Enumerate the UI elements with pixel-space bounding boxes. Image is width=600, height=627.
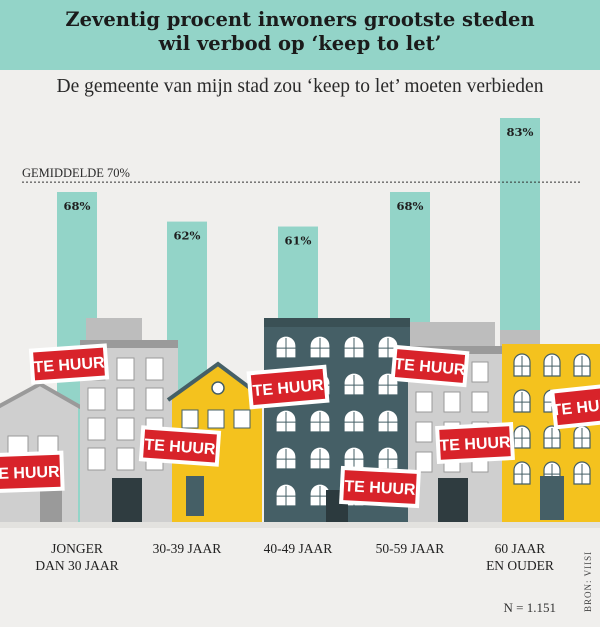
te-huur-sign-6: TE HUUR bbox=[339, 465, 421, 509]
te-huur-sign-1: TE HUUR bbox=[28, 343, 110, 385]
sign-panel bbox=[343, 470, 417, 504]
sample-size: N = 1.151 bbox=[503, 600, 556, 615]
window bbox=[87, 417, 106, 441]
bar-value-label-3: 61% bbox=[285, 234, 312, 248]
category-label-3: 40-49 JAAR bbox=[264, 541, 333, 556]
ground bbox=[0, 522, 600, 528]
category-label-5: EN OUDER bbox=[486, 558, 554, 573]
sign-panel bbox=[554, 386, 600, 426]
reference-label: GEMIDDELDE 70% bbox=[22, 166, 130, 180]
chart-subtitle: De gemeente van mijn stad zou ‘keep to l… bbox=[56, 76, 544, 97]
sign-text: TE HUUR bbox=[252, 377, 325, 400]
sign-panel bbox=[394, 349, 466, 383]
sign-text: TE HUUR bbox=[144, 437, 217, 459]
te-huur-sign-4: TE HUUR bbox=[390, 344, 470, 388]
category-label-4: 50-59 JAAR bbox=[376, 541, 445, 556]
window bbox=[116, 417, 135, 441]
window bbox=[87, 447, 106, 471]
window bbox=[471, 391, 489, 413]
window bbox=[7, 435, 29, 455]
window bbox=[471, 361, 489, 383]
window bbox=[145, 357, 164, 381]
te-huur-sign-3: TE HUUR bbox=[246, 364, 330, 410]
title-line-1: Zeventig procent inwoners grootste stede… bbox=[65, 8, 535, 31]
window bbox=[415, 421, 433, 443]
chart-title: Zeventig procent inwoners grootste stede… bbox=[0, 8, 600, 56]
window bbox=[443, 391, 461, 413]
door bbox=[186, 476, 204, 516]
te-huur-sign-2: TE HUUR bbox=[138, 425, 222, 467]
category-label-2: 30-39 JAAR bbox=[153, 541, 222, 556]
te-huur-sign-8: TE HUUR bbox=[550, 382, 600, 430]
window bbox=[87, 387, 106, 411]
category-label-1: DAN 30 JAAR bbox=[35, 558, 118, 573]
sign-text: TE HUUR bbox=[394, 356, 467, 379]
house-dark-cornice bbox=[264, 318, 410, 327]
sign-panel bbox=[439, 426, 511, 460]
window bbox=[116, 357, 135, 381]
te-huur-signs: TE HUUR TE HUUR TE HUUR TE HUUR TE HUUR TE HU… bbox=[0, 343, 600, 509]
sign-panel bbox=[250, 368, 326, 406]
source-credit: BRON: VIISI bbox=[583, 550, 593, 612]
window bbox=[145, 387, 164, 411]
door bbox=[540, 476, 564, 520]
sign-panel bbox=[0, 454, 61, 490]
house-gray-right-cornice bbox=[408, 346, 502, 354]
category-label-1: JONGER bbox=[51, 541, 103, 556]
bar-value-label-2: 62% bbox=[174, 229, 201, 243]
window bbox=[415, 391, 433, 413]
house-gray-tall-cornice bbox=[80, 340, 178, 348]
bar-value-label-5: 83% bbox=[507, 125, 534, 139]
te-huur-sign-7: TE HUUR bbox=[0, 450, 65, 494]
title-line-2: wil verbod op ‘keep to let’ bbox=[158, 32, 442, 55]
te-huur-sign-5: TE HUUR bbox=[435, 421, 515, 465]
category-label-5: 60 JAAR bbox=[495, 541, 546, 556]
window bbox=[207, 409, 225, 429]
window bbox=[415, 451, 433, 473]
sign-panel bbox=[143, 429, 217, 463]
door bbox=[112, 478, 142, 525]
sign-text: TE HUUR bbox=[439, 434, 511, 455]
sign-panel bbox=[33, 347, 105, 381]
title-banner bbox=[0, 0, 600, 70]
sign-text: TE HUUR bbox=[33, 355, 106, 377]
round-window bbox=[211, 381, 225, 395]
window bbox=[233, 409, 251, 429]
door bbox=[40, 488, 62, 525]
window bbox=[181, 409, 199, 429]
door bbox=[438, 478, 468, 525]
bar-value-label-1: 68% bbox=[64, 199, 91, 213]
sign-text: TE HUUR bbox=[344, 478, 416, 499]
x-axis-labels: JONGER DAN 30 JAAR 30-39 JAAR 40-49 JAAR 50-… bbox=[35, 541, 554, 573]
average-reference: GEMIDDELDE 70% bbox=[22, 166, 580, 183]
bar-value-label-4: 68% bbox=[397, 199, 424, 213]
window bbox=[116, 387, 135, 411]
sign-text: TE HUUR bbox=[0, 464, 60, 483]
window bbox=[116, 447, 135, 471]
